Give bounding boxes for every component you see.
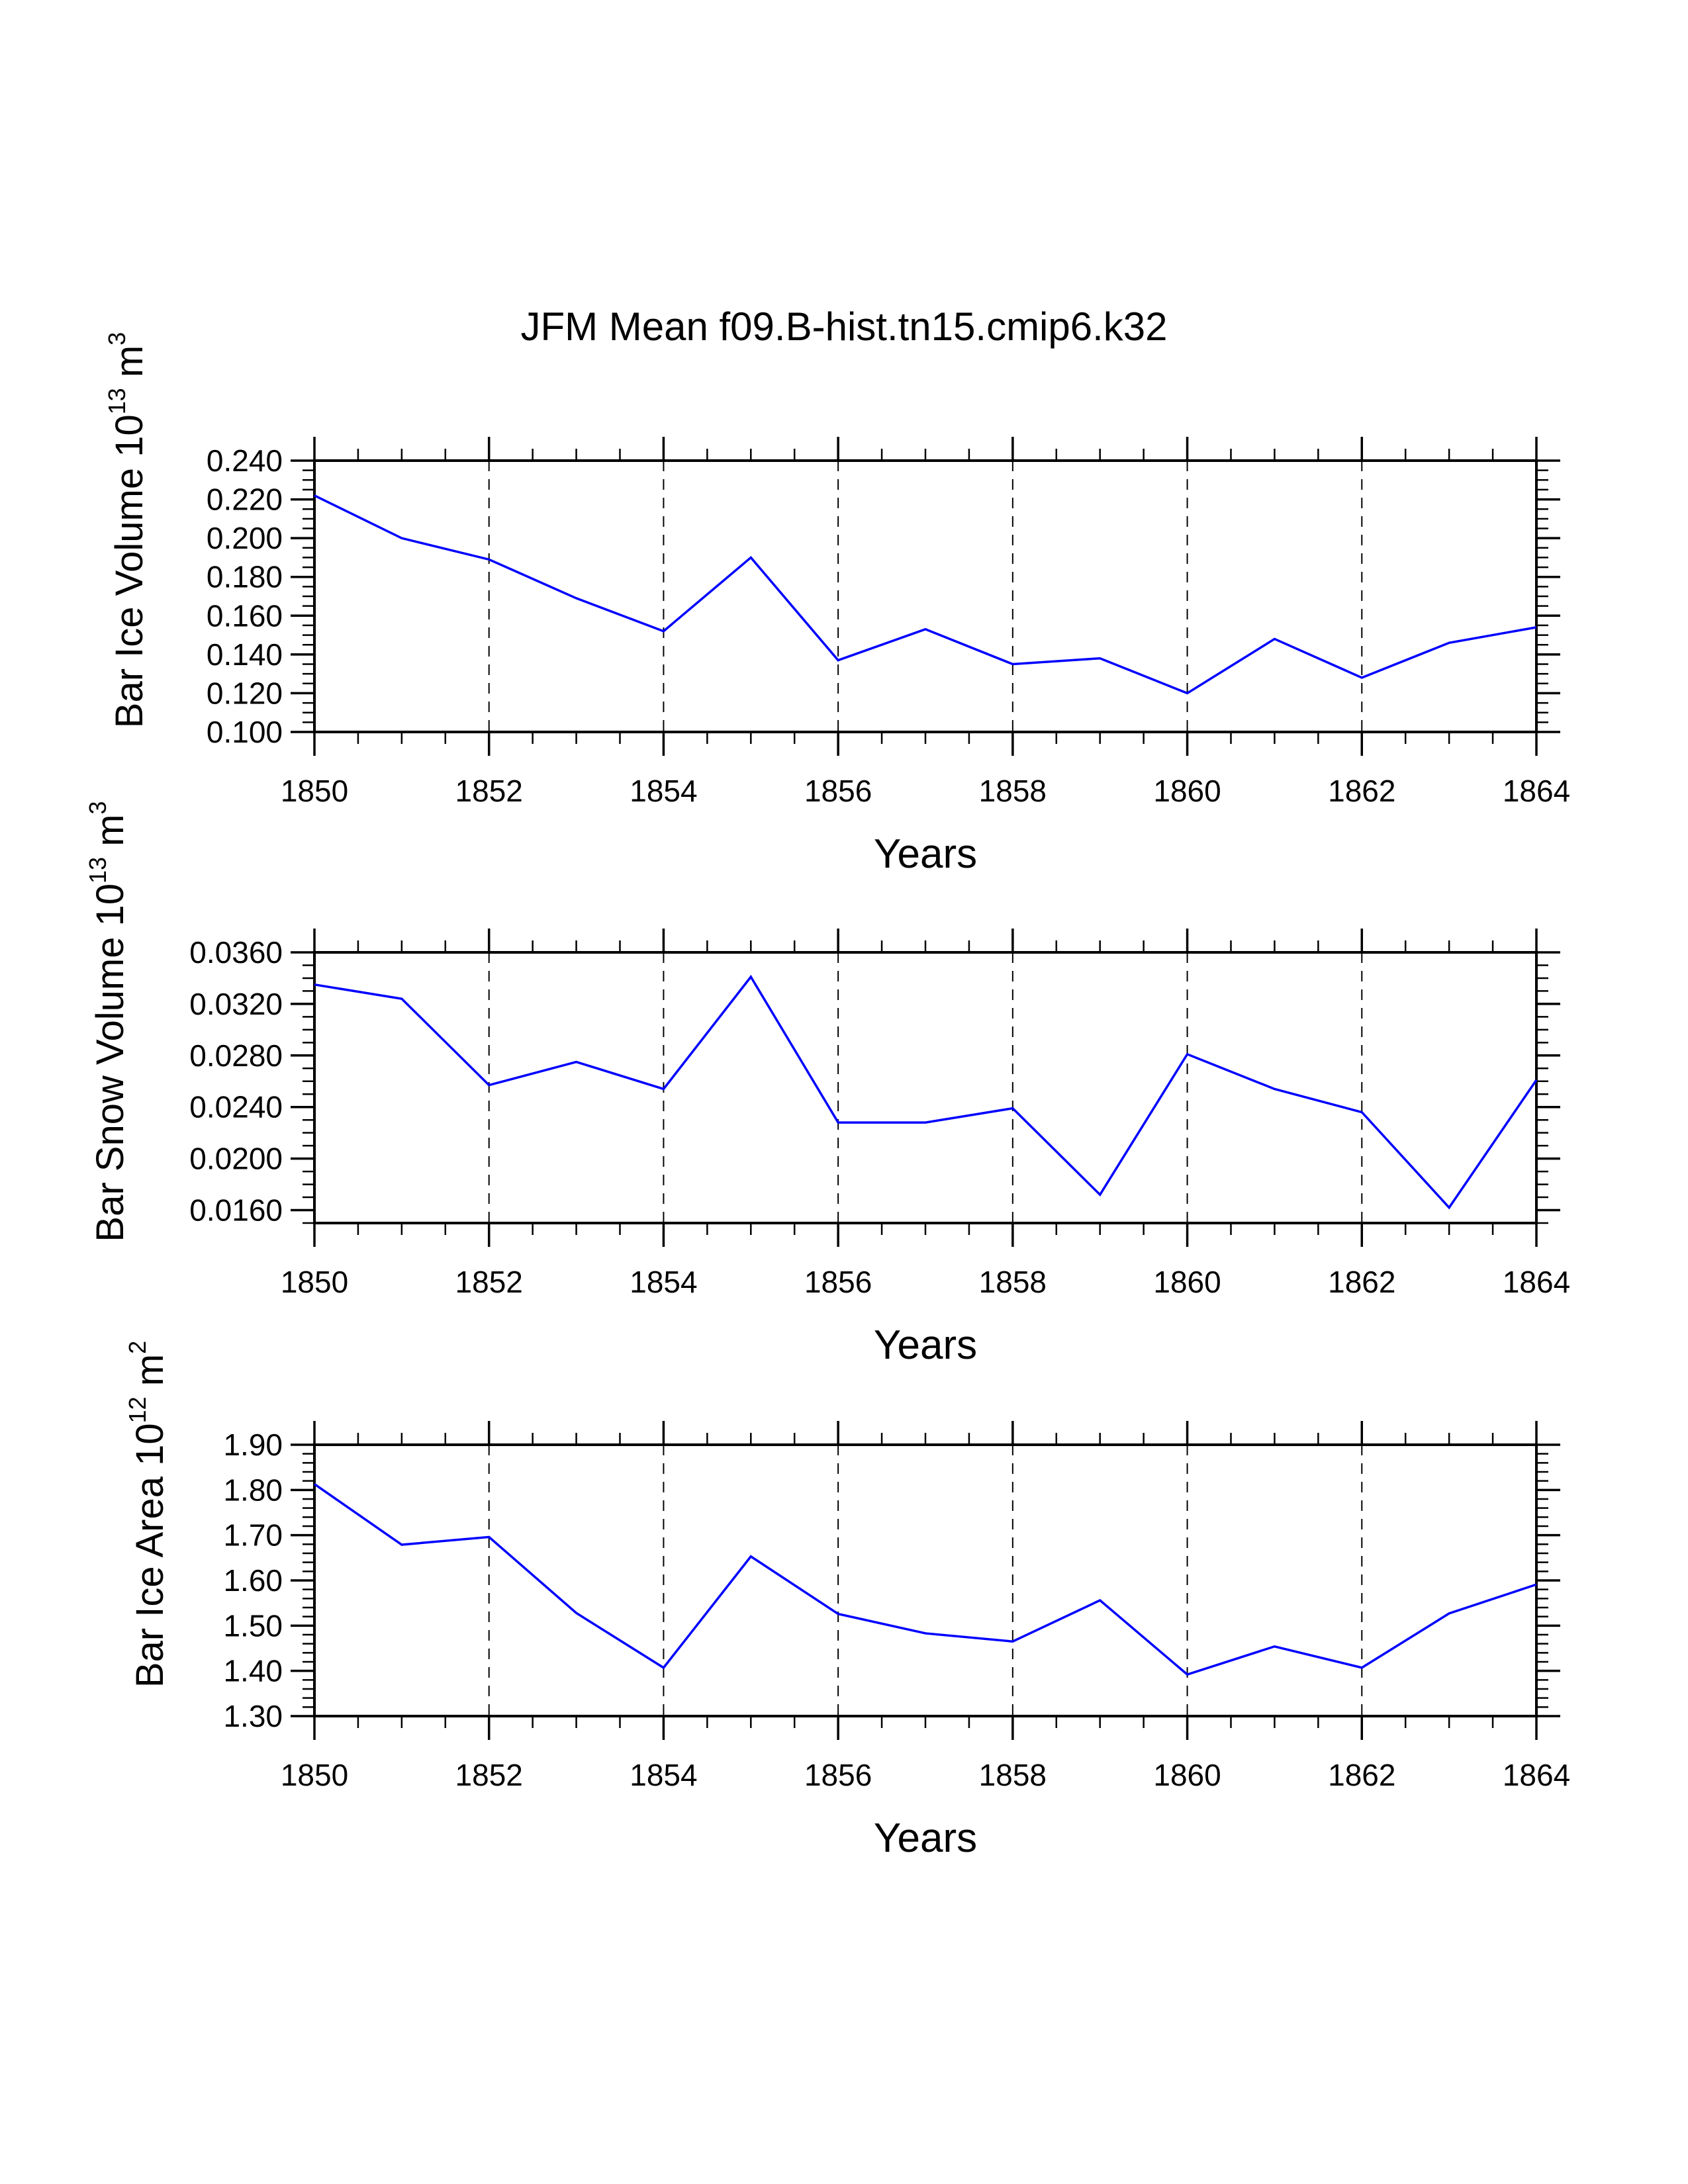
x-tick-label: 1856 xyxy=(804,774,872,808)
y-tick-label: 0.200 xyxy=(207,521,283,555)
y-axis-title: Bar Snow Volume 1013 m3 xyxy=(84,801,132,1242)
x-tick-label: 1856 xyxy=(804,1758,872,1792)
x-axis-title: Years xyxy=(874,1322,977,1368)
y-axis-title: Bar Ice Volume 1013 m3 xyxy=(103,332,151,728)
y-tick-label: 0.220 xyxy=(207,482,283,517)
plot-frame xyxy=(313,459,1538,733)
x-tick-label: 1858 xyxy=(979,1265,1047,1299)
x-tick-label: 1850 xyxy=(281,1265,348,1299)
y-tick-label: 1.40 xyxy=(223,1654,283,1688)
x-tick-label: 1864 xyxy=(1503,774,1570,808)
x-tick-label: 1850 xyxy=(281,1758,348,1792)
y-axis-title-unit-exponent: 3 xyxy=(84,801,111,814)
x-tick-label: 1864 xyxy=(1503,1758,1570,1792)
y-axis-title-exponent: 12 xyxy=(124,1396,151,1423)
x-tick-label: 1854 xyxy=(630,1758,697,1792)
x-tick-label: 1862 xyxy=(1328,1758,1395,1792)
chart-title: JFM Mean f09.B-hist.tn15.cmip6.k32 xyxy=(520,304,1167,349)
x-tick-label: 1858 xyxy=(979,774,1047,808)
y-tick-label: 1.70 xyxy=(223,1518,283,1553)
y-axis-title-unit-exponent: 3 xyxy=(103,332,130,345)
y-tick-label: 0.120 xyxy=(207,676,283,710)
y-tick-label: 1.30 xyxy=(223,1699,283,1733)
x-tick-label: 1864 xyxy=(1503,1265,1570,1299)
y-tick-label: 0.0160 xyxy=(189,1193,283,1228)
y-tick-label: 0.140 xyxy=(207,637,283,672)
panel-3: 1850 1852 1854 1856 1858 1860 1862 1864 1.30 1.40… xyxy=(124,1341,1570,1861)
y-axis-title-unit: m xyxy=(89,814,132,856)
data-series-line xyxy=(314,494,1537,695)
y-tick-label: 1.60 xyxy=(223,1563,283,1598)
x-tick-label: 1860 xyxy=(1153,1265,1221,1299)
x-tick-label: 1862 xyxy=(1328,1265,1395,1299)
y-tick-label: 0.0320 xyxy=(189,987,283,1021)
plot-frame xyxy=(313,1443,1538,1717)
panel-2: 1850 1852 1854 1856 1858 1860 1862 1864 0.0160 0.… xyxy=(84,801,1570,1368)
y-tick-label: 0.160 xyxy=(207,598,283,633)
y-axis-title-unit-exponent: 2 xyxy=(124,1341,151,1354)
y-tick-label: 0.0360 xyxy=(189,935,283,970)
y-axis-title-main: Bar Ice Area 10 xyxy=(128,1423,171,1688)
y-tick-label: 0.0280 xyxy=(189,1038,283,1073)
y-tick-label: 0.180 xyxy=(207,560,283,594)
y-axis-title: Bar Ice Area 1012 m2 xyxy=(124,1341,171,1688)
y-axis-title-unit: m xyxy=(128,1354,171,1396)
y-tick-label: 1.90 xyxy=(223,1428,283,1462)
y-axis-title-main: Bar Ice Volume 10 xyxy=(108,414,151,728)
x-tick-label: 1854 xyxy=(630,1265,697,1299)
y-tick-label: 0.0200 xyxy=(189,1142,283,1176)
y-tick-label: 0.240 xyxy=(207,443,283,478)
y-axis-title-exponent: 13 xyxy=(84,857,111,884)
panel-1: 1850 1852 1854 1856 1858 1860 1862 1864 0.100 0.1… xyxy=(103,332,1570,877)
x-tick-label: 1854 xyxy=(630,774,697,808)
y-tick-label: 1.50 xyxy=(223,1608,283,1643)
y-tick-label: 1.80 xyxy=(223,1473,283,1507)
y-axis-title-unit: m xyxy=(108,345,151,388)
y-axis-title-main: Bar Snow Volume 10 xyxy=(89,884,132,1242)
y-tick-label: 0.100 xyxy=(207,715,283,749)
x-axis-title: Years xyxy=(874,831,977,877)
x-tick-label: 1862 xyxy=(1328,774,1395,808)
x-axis-title: Years xyxy=(874,1815,977,1861)
y-axis-title-exponent: 13 xyxy=(103,388,130,414)
x-tick-label: 1852 xyxy=(455,1265,523,1299)
x-tick-label: 1850 xyxy=(281,774,348,808)
y-tick-label: 0.0240 xyxy=(189,1090,283,1124)
x-tick-label: 1860 xyxy=(1153,774,1221,808)
data-series-line xyxy=(314,974,1538,1210)
plot-frame xyxy=(313,951,1538,1224)
x-tick-label: 1858 xyxy=(979,1758,1047,1792)
x-tick-label: 1852 xyxy=(455,774,523,808)
data-series-line xyxy=(314,1483,1537,1676)
x-tick-label: 1852 xyxy=(455,1758,523,1792)
x-tick-label: 1856 xyxy=(804,1265,872,1299)
x-tick-label: 1860 xyxy=(1153,1758,1221,1792)
